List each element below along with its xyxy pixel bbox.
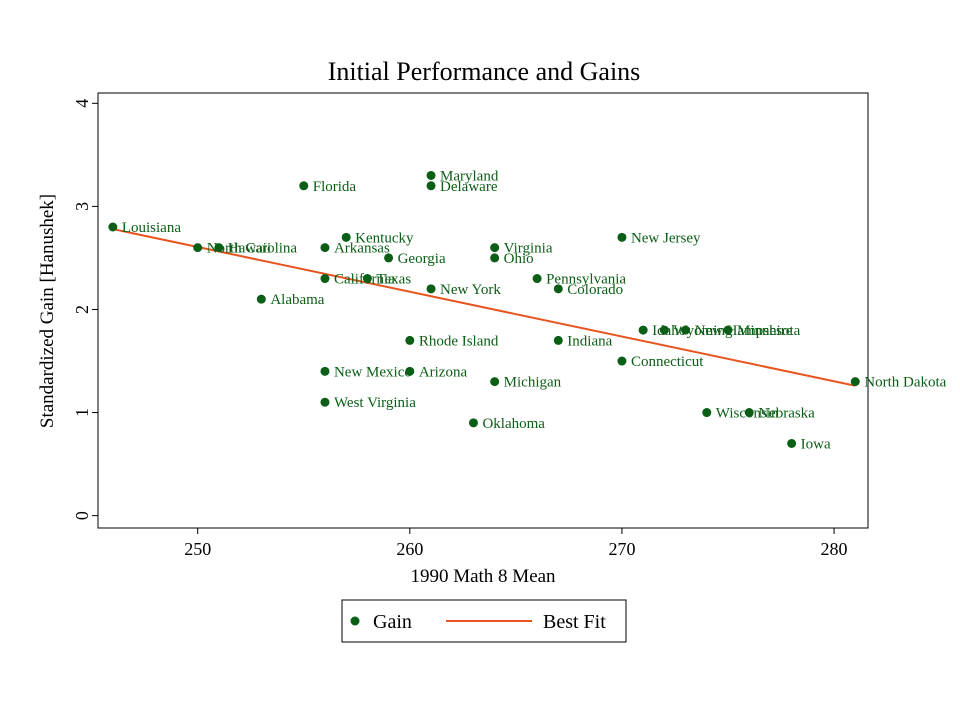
data-point xyxy=(256,294,266,304)
data-point xyxy=(787,438,797,448)
point-label: Iowa xyxy=(801,436,831,452)
point-label: Georgia xyxy=(398,251,446,267)
data-point xyxy=(320,243,330,253)
point-label: Alabama xyxy=(270,292,324,308)
point-label: Louisiana xyxy=(122,220,181,236)
data-point xyxy=(299,181,309,191)
data-point xyxy=(193,243,203,253)
point-label: Kentucky xyxy=(355,230,414,246)
data-point xyxy=(108,222,118,232)
best-fit-line xyxy=(112,228,856,387)
data-point xyxy=(850,377,860,387)
point-label: North Dakota xyxy=(864,375,946,391)
legend-gain-label: Gain xyxy=(373,611,412,633)
data-point xyxy=(702,408,712,418)
best-fit-layer xyxy=(112,228,856,387)
point-label: Rhode Island xyxy=(419,333,499,349)
data-point xyxy=(320,397,330,407)
point-label: Michigan xyxy=(504,375,562,391)
point-label: Wisconsin xyxy=(716,406,779,422)
point-label: Ohio xyxy=(504,251,534,267)
point-label: Minnesota xyxy=(737,323,801,339)
data-point xyxy=(490,253,500,263)
data-point xyxy=(426,284,436,294)
data-point xyxy=(405,335,415,345)
data-point xyxy=(426,181,436,191)
data-point xyxy=(659,325,669,335)
point-label: Colorado xyxy=(567,282,623,298)
legend: Gain Best Fit xyxy=(341,599,627,643)
point-label: Idaho xyxy=(652,323,686,339)
x-axis: 250 260 270 280 xyxy=(184,528,848,559)
data-point xyxy=(553,335,563,345)
x-tick-label: 280 xyxy=(821,539,848,559)
y-tick-label: 3 xyxy=(72,202,92,211)
point-label: North Carolina xyxy=(207,241,298,257)
data-point xyxy=(320,274,330,284)
y-tick-label: 1 xyxy=(72,408,92,417)
point-label: Nebraska xyxy=(758,406,815,422)
y-axis: 0 1 2 3 4 xyxy=(72,99,98,520)
data-point xyxy=(384,253,394,263)
point-label: Hawaii xyxy=(228,241,271,257)
chart-title: Initial Performance and Gains xyxy=(328,57,641,86)
point-label: Maryland xyxy=(440,168,499,184)
point-label: New Mexico xyxy=(334,364,412,380)
data-point xyxy=(744,408,754,418)
point-label: Florida xyxy=(313,179,357,195)
point-label: Oklahoma xyxy=(482,416,545,432)
legend-fit-label: Best Fit xyxy=(543,611,606,633)
point-label: Delaware xyxy=(440,179,498,195)
data-point xyxy=(468,418,478,428)
y-tick-label: 4 xyxy=(72,99,92,108)
point-label: West Virginia xyxy=(334,395,416,411)
points-layer xyxy=(108,170,860,448)
data-point xyxy=(723,325,733,335)
point-label: Arkansas xyxy=(334,241,390,257)
point-label: Indiana xyxy=(567,333,612,349)
data-point xyxy=(617,356,627,366)
point-label: Virginia xyxy=(504,241,553,257)
point-label: California xyxy=(334,272,395,288)
data-point xyxy=(532,274,542,284)
data-point xyxy=(490,377,500,387)
x-axis-label: 1990 Math 8 Mean xyxy=(410,566,556,587)
data-point xyxy=(426,170,436,180)
point-label: New York xyxy=(440,282,501,298)
point-label: New Hampshire xyxy=(695,323,793,339)
point-label: New Jersey xyxy=(631,230,701,246)
x-tick-label: 250 xyxy=(184,539,211,559)
point-label: Pennsylvania xyxy=(546,272,626,288)
data-point xyxy=(341,232,351,242)
plot-frame xyxy=(97,92,869,529)
data-point xyxy=(362,274,372,284)
data-point xyxy=(638,325,648,335)
point-label: Arizona xyxy=(419,364,468,380)
data-point xyxy=(405,366,415,376)
point-label: Wyoming xyxy=(673,323,733,339)
data-point xyxy=(214,243,224,253)
y-tick-label: 2 xyxy=(72,305,92,314)
legend-gain-marker xyxy=(350,616,360,626)
x-tick-label: 260 xyxy=(396,539,423,559)
data-point xyxy=(320,366,330,376)
point-label: Texas xyxy=(376,272,411,288)
y-tick-label: 0 xyxy=(72,511,92,520)
data-point xyxy=(553,284,563,294)
x-tick-label: 270 xyxy=(608,539,635,559)
y-axis-label: Standardized Gain [Hanushek] xyxy=(37,194,58,428)
data-point xyxy=(681,325,691,335)
data-point xyxy=(617,232,627,242)
data-point xyxy=(490,243,500,253)
point-label: Connecticut xyxy=(631,354,704,370)
